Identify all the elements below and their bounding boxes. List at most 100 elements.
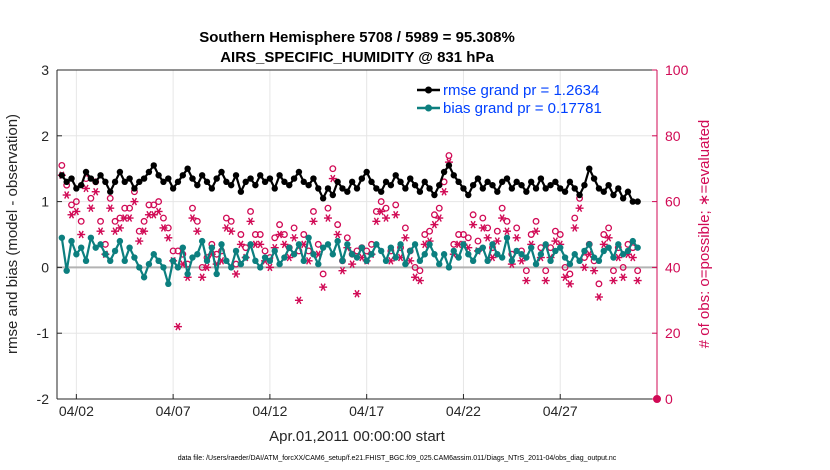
legend-bias-marker bbox=[425, 104, 432, 112]
obs-evaluated-stroke bbox=[606, 233, 612, 242]
obs-evaluated-point bbox=[594, 293, 603, 301]
rmse-point bbox=[581, 181, 588, 189]
rmse-point bbox=[450, 172, 457, 179]
bias-point bbox=[58, 234, 66, 241]
obs-evaluated-point bbox=[294, 296, 303, 305]
bias-point bbox=[474, 247, 482, 255]
rmse-point bbox=[334, 178, 341, 186]
bias-point bbox=[513, 247, 520, 255]
obs-evaluated-stroke bbox=[485, 233, 491, 242]
bias-point bbox=[295, 241, 303, 248]
bias-point bbox=[557, 244, 564, 251]
obs-possible-point bbox=[77, 217, 85, 225]
obs-possible-point bbox=[87, 194, 95, 202]
y-tick-label: -1 bbox=[37, 325, 50, 341]
bias-point bbox=[498, 254, 506, 261]
obs-evaluated-stroke bbox=[615, 253, 621, 262]
rmse-point bbox=[436, 181, 443, 189]
rmse-point bbox=[460, 185, 467, 192]
bias-point bbox=[300, 257, 307, 265]
bias-point bbox=[397, 241, 404, 248]
bias-point bbox=[518, 251, 525, 258]
rmse-point bbox=[271, 185, 278, 192]
obs-possible-point bbox=[377, 198, 385, 206]
obs-evaluated-stroke bbox=[97, 227, 104, 236]
rmse-series bbox=[58, 162, 641, 205]
rmse-point bbox=[155, 172, 162, 179]
bias-point bbox=[97, 241, 104, 248]
obs-possible-point bbox=[135, 227, 143, 235]
obs-evaluated-stroke bbox=[291, 233, 297, 242]
bias-point bbox=[348, 251, 356, 258]
x-axis: 04/02 04/07 04/12 04/17 04/22 04/27 bbox=[59, 394, 578, 419]
obs-evaluated-stroke bbox=[339, 266, 346, 275]
rmse-point bbox=[315, 185, 322, 192]
x-tick-label: 04/02 bbox=[59, 403, 94, 419]
rmse-point bbox=[102, 178, 109, 186]
rmse-point bbox=[169, 185, 177, 192]
bias-point bbox=[213, 270, 220, 278]
rmse-point bbox=[116, 168, 124, 176]
obs-evaluated-point bbox=[440, 187, 449, 196]
obs-possible-point bbox=[97, 217, 104, 225]
obs-possible-point bbox=[450, 240, 458, 248]
rmse-point bbox=[455, 178, 462, 186]
obs-evaluated-point bbox=[86, 204, 95, 213]
obs-possible-point bbox=[566, 270, 574, 278]
obs-evaluated-point bbox=[382, 214, 391, 222]
obs-evaluated-stroke bbox=[499, 214, 505, 222]
obs-possible-point bbox=[401, 224, 409, 232]
data-file-footnote: data file: /Users/raeder/DAI/ATM_forcXX/… bbox=[178, 455, 617, 462]
obs-possible-point bbox=[532, 217, 540, 225]
bias-point bbox=[218, 241, 225, 248]
obs-possible-point bbox=[542, 267, 550, 275]
obs-evaluated-point bbox=[125, 214, 134, 222]
bias-point bbox=[261, 254, 269, 261]
obs-evaluated-stroke bbox=[567, 280, 573, 288]
obs-evaluated-stroke bbox=[349, 260, 355, 268]
obs-evaluated-stroke bbox=[470, 220, 476, 229]
rmse-point bbox=[590, 175, 598, 182]
obs-evaluated-stroke bbox=[591, 266, 597, 275]
obs-evaluated-stroke bbox=[199, 273, 205, 282]
bias-point bbox=[198, 237, 206, 245]
obs-evaluated-point bbox=[227, 227, 236, 236]
bias-point bbox=[479, 244, 487, 251]
bias-point bbox=[121, 257, 128, 265]
bias-point bbox=[92, 244, 99, 251]
obs-evaluated-point bbox=[309, 217, 318, 226]
bias-point bbox=[87, 234, 95, 241]
bias-point bbox=[223, 257, 230, 265]
obs-evaluated-point bbox=[62, 191, 71, 199]
obs-possible-point bbox=[503, 217, 511, 225]
obs-evaluated-stroke bbox=[330, 174, 336, 183]
obs-evaluated-point bbox=[628, 253, 637, 262]
rmse-point bbox=[634, 198, 641, 205]
obs-possible-point bbox=[372, 208, 380, 215]
obs-evaluated-stroke bbox=[78, 230, 84, 239]
rmse-point bbox=[610, 191, 617, 199]
obs-possible-point bbox=[595, 280, 603, 288]
obs-evaluated-stroke bbox=[286, 253, 292, 262]
bias-point bbox=[150, 251, 157, 258]
obs-evaluated-point bbox=[333, 230, 342, 239]
bias-point bbox=[77, 244, 85, 251]
bias-point bbox=[368, 251, 375, 258]
obs-evaluated-point bbox=[532, 227, 541, 236]
obs-possible-point bbox=[111, 217, 119, 225]
rmse-point bbox=[373, 185, 380, 192]
legend: rmse grand pr = 1.2634 bias grand pr = 0… bbox=[417, 82, 602, 117]
obs-possible-point bbox=[150, 201, 158, 209]
rmse-point bbox=[232, 172, 240, 179]
y2-tick-label: 20 bbox=[665, 325, 681, 341]
rmse-point bbox=[276, 172, 283, 179]
rmse-point bbox=[223, 178, 230, 186]
obs-possible-point bbox=[445, 152, 453, 159]
obs-possible-point bbox=[460, 231, 467, 238]
obs-evaluated-stroke bbox=[73, 207, 79, 216]
obs-evaluated-stroke bbox=[397, 253, 404, 262]
bias-point bbox=[107, 257, 114, 265]
obs-evaluated-point bbox=[541, 276, 550, 285]
bias-point bbox=[310, 251, 317, 258]
y2-tick-label: 100 bbox=[665, 62, 689, 78]
